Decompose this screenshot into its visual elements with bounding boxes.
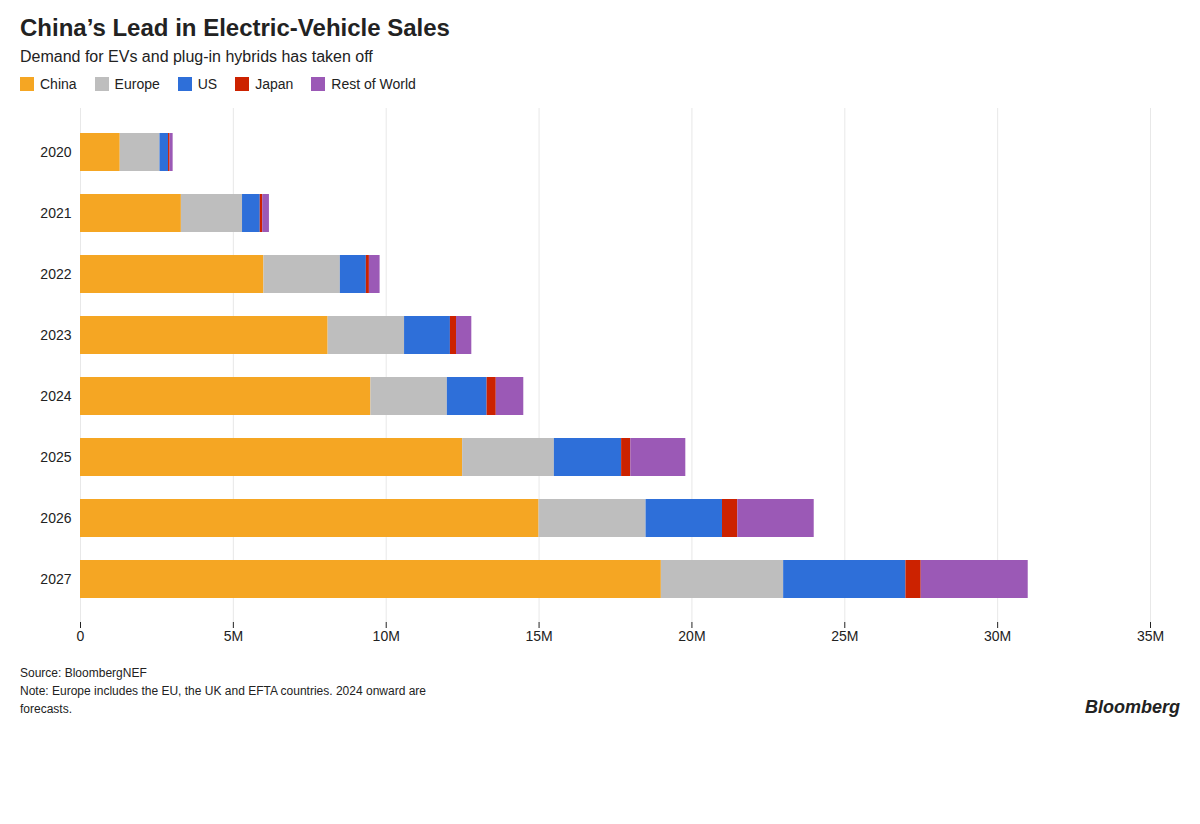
svg-text:0: 0 bbox=[77, 628, 85, 644]
html-text:US: US bbox=[197, 76, 218, 92]
html-text:Japan: Japan bbox=[255, 76, 294, 92]
svg-text:2020: 2020 bbox=[40, 144, 71, 160]
svg-text:5M: 5M bbox=[224, 628, 243, 644]
svg-text:20M: 20M bbox=[678, 628, 705, 644]
svg-text:25M: 25M bbox=[831, 628, 858, 644]
html-text:Demand for EVs and plug-in hyb: Demand for EVs and plug-in hybrids has t… bbox=[20, 48, 373, 65]
svg-text:10M: 10M bbox=[373, 628, 400, 644]
html-text:Bloomberg: Bloomberg bbox=[1085, 697, 1180, 717]
html-text:China: China bbox=[40, 76, 77, 92]
svg-text:2024: 2024 bbox=[40, 388, 71, 404]
html-text:China’s Lead in Electric-Vehic: China’s Lead in Electric-Vehicle Sales bbox=[20, 14, 450, 41]
html-text:Source: BloombergNEF Note: Eur: Source: BloombergNEF Note: Europe includ… bbox=[20, 666, 426, 716]
html-text:Rest of World: Rest of World bbox=[331, 76, 416, 92]
svg-text:2025: 2025 bbox=[40, 449, 71, 465]
html-text:Europe: Europe bbox=[114, 76, 160, 92]
svg-text:2023: 2023 bbox=[40, 327, 71, 343]
svg-text:30M: 30M bbox=[984, 628, 1011, 644]
svg-text:2021: 2021 bbox=[40, 205, 71, 221]
svg-text:35M: 35M bbox=[1137, 628, 1164, 644]
svg-text:2022: 2022 bbox=[40, 266, 71, 282]
svg-text:2026: 2026 bbox=[40, 510, 71, 526]
svg-text:15M: 15M bbox=[525, 628, 552, 644]
svg-text:2027: 2027 bbox=[40, 571, 71, 587]
